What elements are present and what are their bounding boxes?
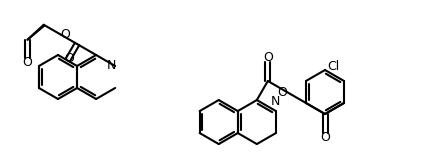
Text: O: O [277, 85, 287, 99]
Text: O: O [320, 131, 330, 144]
Text: Cl: Cl [327, 59, 339, 73]
Text: N: N [271, 95, 281, 108]
Text: O: O [23, 56, 33, 69]
Text: N: N [107, 59, 116, 71]
Text: O: O [60, 28, 70, 41]
Text: O: O [64, 52, 74, 65]
Text: O: O [263, 51, 273, 64]
